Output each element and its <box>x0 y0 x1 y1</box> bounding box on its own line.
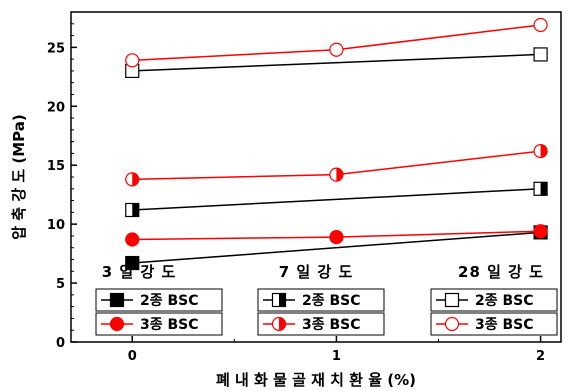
y-tick-label: 10 <box>47 218 65 233</box>
legend-group-title: 7 일 강 도 <box>279 263 354 281</box>
data-point <box>125 172 140 187</box>
legend-group-title: 28 일 강 도 <box>458 263 544 281</box>
legend-box <box>430 312 558 336</box>
y-tick-label: 20 <box>47 100 65 115</box>
x-tick-label: 2 <box>536 349 545 364</box>
data-point <box>329 42 344 57</box>
y-tick-label: 0 <box>56 336 65 351</box>
legend-box <box>430 288 558 312</box>
data-point <box>125 53 140 68</box>
y-tick-label: 25 <box>47 41 65 56</box>
legend-swatch-marker <box>271 316 287 332</box>
legend-swatch-marker <box>109 316 125 332</box>
legend-box <box>95 312 223 336</box>
y-axis-title: 압 축 강 도 (MPa) <box>10 114 28 239</box>
legend-box <box>95 288 223 312</box>
x-tick-label: 1 <box>332 349 341 364</box>
data-point <box>533 143 548 159</box>
legend-box <box>257 288 385 312</box>
data-point <box>533 181 548 196</box>
y-tick-label: 5 <box>56 277 65 292</box>
data-point <box>329 167 344 182</box>
y-tick-label: 15 <box>47 159 65 174</box>
legend-label: 3종 BSC <box>475 317 534 333</box>
x-tick-label: 0 <box>128 349 137 364</box>
legend-box <box>257 312 385 336</box>
legend-label: 3종 BSC <box>140 317 199 333</box>
series-line <box>132 231 541 264</box>
legend-swatch-marker <box>444 316 460 332</box>
legend-groups: 3 일 강 도 2종 BSC 3종 BSC 7 일 강 도 2종 BSC 3종 BSC 28… <box>95 263 558 336</box>
data-point <box>125 202 140 218</box>
legend-label: 3종 BSC <box>302 317 361 333</box>
data-point <box>533 17 548 33</box>
legend-group-title: 3 일 강 도 <box>102 263 177 281</box>
legend-label: 2종 BSC <box>140 293 199 309</box>
legend-label: 2종 BSC <box>302 293 361 309</box>
legend-swatch-marker <box>444 292 460 308</box>
axis-ticks: 0 5 10 15 20 25 0 1 2 <box>47 11 545 364</box>
data-point <box>533 224 548 239</box>
legend-swatch-marker <box>109 292 125 308</box>
series-line <box>132 53 541 72</box>
data-point <box>533 47 548 62</box>
data-point <box>125 255 140 271</box>
x-axis-title: 폐 내 화 물 골 재 치 환 율 (%) <box>216 371 416 389</box>
legend-swatch-marker <box>271 292 287 308</box>
data-point <box>125 232 140 247</box>
legend-label: 2종 BSC <box>475 293 534 309</box>
series-markers <box>125 17 548 271</box>
series-lines <box>132 24 541 264</box>
data-point <box>329 230 344 245</box>
series-line <box>132 188 541 211</box>
